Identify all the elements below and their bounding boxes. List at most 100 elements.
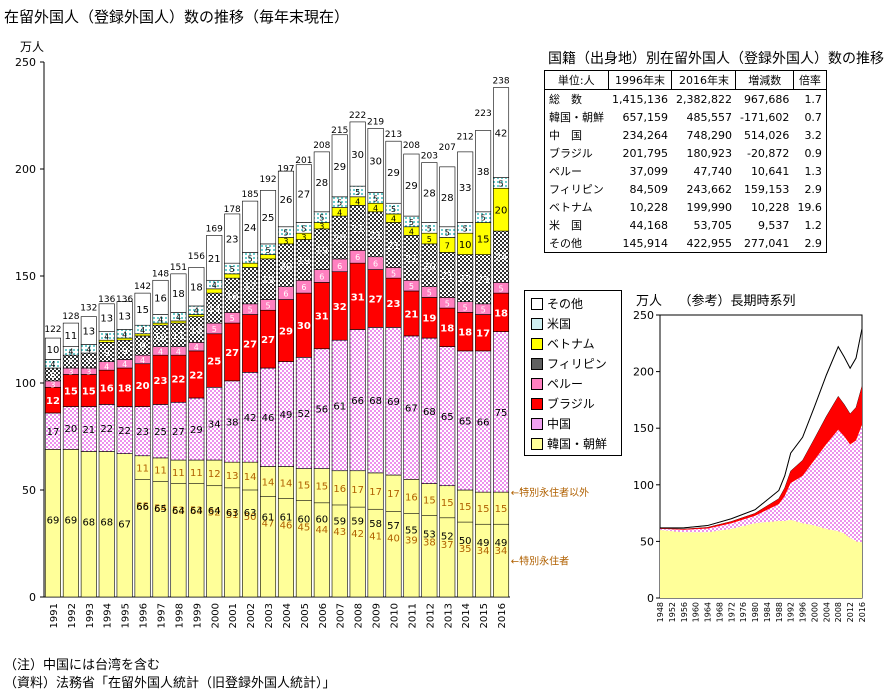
bar-value-label: 5	[391, 269, 396, 278]
bar-value-label: 28	[423, 189, 436, 200]
table-row: ペルー 37,099 47,740 10,641 1.3	[544, 162, 827, 180]
bar-value-label: 10	[47, 345, 60, 356]
bar-value-label: 67	[405, 404, 418, 415]
korea-total-label: 69	[65, 515, 78, 526]
bar-value-label: 22	[118, 426, 131, 437]
table-cell: 145,914	[608, 234, 672, 253]
bar-value-label: 5	[445, 299, 450, 308]
chart-legend: その他 米国 ベトナム フィリピン ペルー ブラジル 中国 韓国・朝鮮	[524, 290, 622, 456]
table-cell: 199,990	[686, 200, 732, 214]
bar-value-label: 4	[104, 362, 109, 371]
bar-value-label: 3	[319, 222, 324, 231]
bar-segment-other	[493, 87, 510, 178]
bar-segment-other	[331, 134, 348, 198]
bar-segment-other	[206, 235, 223, 281]
korea-total-label: 69	[47, 515, 60, 526]
korea-total-label: 63	[244, 508, 257, 519]
table-cell: -171,602	[739, 110, 790, 124]
bar-value-label: 66	[351, 396, 364, 407]
bar-total-label: 197	[277, 164, 294, 174]
bar-value-label: 6	[355, 253, 360, 262]
bar-value-label: 5	[230, 265, 235, 274]
ref-y-tick-label: 0	[647, 592, 654, 605]
bar-value-label: 13	[100, 314, 113, 325]
bar-total-label: 208	[403, 141, 420, 151]
ref-y-tick-label: 100	[633, 479, 654, 492]
legend-swatch	[531, 437, 543, 450]
table-row: その他 145,914 422,955 277,041 2.9	[544, 234, 827, 253]
ref-x-tick-label: 2000	[810, 602, 819, 622]
korea-total-label: 58	[369, 519, 382, 530]
bar-value-label: 21	[405, 254, 418, 265]
bar-value-label: 17	[476, 329, 490, 340]
korea-total-label: 64	[172, 506, 185, 517]
bar-total-label: 192	[259, 175, 276, 185]
bar-value-label: 38	[477, 167, 490, 178]
korea-special-label: 53	[190, 506, 203, 517]
bar-segment-vietnam	[242, 262, 259, 268]
bar-total-label: 132	[80, 304, 97, 314]
bar-value-label: 68	[369, 396, 382, 407]
korea-total-label: 68	[100, 517, 113, 528]
bar-value-label: 66	[477, 418, 490, 429]
table-cell: 514,026	[743, 128, 790, 142]
korea-nonspecial-label: 15	[495, 504, 508, 515]
korea-total-label: 61	[280, 512, 293, 523]
bar-segment-korea	[152, 457, 169, 598]
bar-value-label: 5	[301, 224, 306, 233]
bar-value-label: 5	[248, 254, 253, 263]
korea-nonspecial-label: 15	[423, 496, 436, 507]
bar-total-label: 128	[62, 312, 79, 322]
bar-value-label: 24	[495, 253, 508, 264]
bar-total-label: 212	[457, 132, 474, 142]
bar-value-label: 9	[139, 342, 145, 353]
ref-x-tick-label: 1980	[751, 602, 760, 622]
bar-value-label: 7	[445, 241, 450, 250]
x-tick-label: 1999	[192, 603, 203, 628]
korea-total-label: 59	[351, 517, 364, 528]
x-tick-label: 2006	[318, 603, 329, 628]
korea-total-label: 52	[441, 532, 454, 543]
bar-value-label: 4	[373, 204, 378, 213]
table-header-cell: 2016年末	[671, 70, 737, 90]
korea-special-label: 47	[262, 518, 275, 529]
table-cell: 53,705	[693, 218, 732, 232]
table-cell: 1.3	[793, 162, 827, 180]
korea-nonspecial-label: 17	[387, 489, 400, 500]
ref-total-line	[660, 328, 863, 529]
bar-value-label: 29	[190, 425, 203, 436]
x-tick-label: 1995	[121, 603, 132, 628]
ref-x-tick-label: 2004	[822, 602, 831, 622]
legend-label: 中国	[547, 417, 572, 431]
bar-segment-other	[98, 303, 115, 332]
annotation-non-special: ←特別永住者以外	[511, 486, 589, 499]
table-cell: 総 数	[544, 89, 608, 108]
x-tick-label: 1991	[49, 603, 60, 628]
korea-special-label: 52	[208, 508, 221, 519]
table-cell: その他	[544, 234, 608, 253]
legend-item-china: 中国	[531, 415, 571, 432]
bar-value-label: 15	[64, 386, 78, 397]
bar-segment-other	[152, 279, 169, 315]
ref-y-tick-label: 200	[633, 366, 654, 379]
bar-value-label: 4	[176, 347, 181, 356]
main-y-unit: 万人	[20, 40, 45, 54]
bar-value-label: 5	[355, 188, 360, 197]
bar-value-label: 20	[280, 261, 293, 272]
bar-value-label: 34	[208, 420, 221, 431]
ref-x-tick-label: 1988	[775, 602, 784, 622]
bar-total-label: 201	[295, 156, 312, 166]
korea-total-label: 53	[423, 530, 436, 541]
bar-total-label: 136	[116, 295, 133, 305]
korea-nonspecial-label: 16	[405, 492, 418, 503]
bar-segment-other	[170, 273, 187, 313]
reference-chart-title: 万人 （参考）長期時系列	[636, 290, 796, 309]
korea-nonspecial-label: 11	[190, 468, 203, 479]
bar-value-label: 23	[477, 275, 490, 286]
korea-special-label: 40	[387, 533, 400, 544]
korea-special-label: 51	[226, 510, 239, 521]
bar-total-label: 178	[224, 205, 241, 215]
bar-value-label: 20	[495, 206, 508, 217]
bar-total-label: 136	[98, 295, 115, 305]
bar-total-label: 148	[152, 269, 169, 279]
